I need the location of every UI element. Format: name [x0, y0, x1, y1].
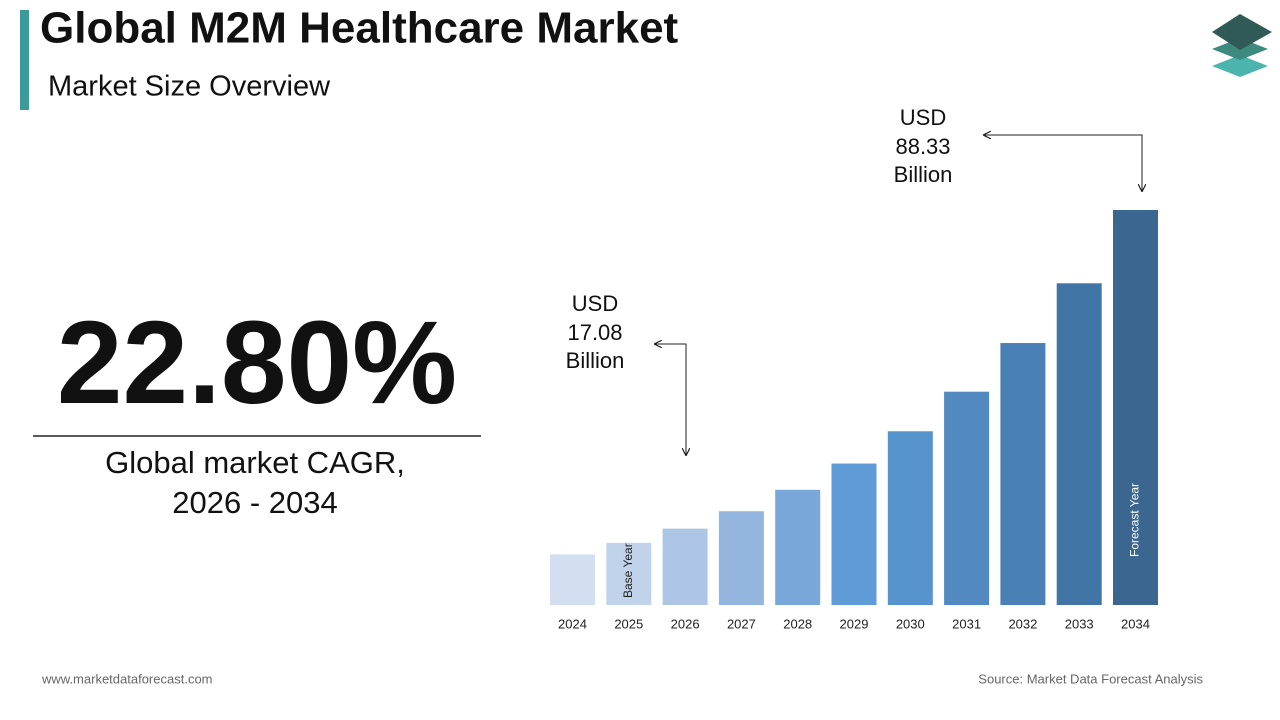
- annotation: USD: [572, 291, 618, 316]
- footer-left: www.marketdataforecast.com: [41, 671, 213, 686]
- bar: [1056, 283, 1102, 605]
- bar: [662, 528, 708, 605]
- bar: [831, 463, 877, 605]
- x-tick-label: 2025: [614, 616, 643, 631]
- x-tick-label: 2029: [840, 616, 869, 631]
- bar: [887, 431, 933, 605]
- annotation: USD: [900, 105, 946, 130]
- x-tick-label: 2033: [1065, 616, 1094, 631]
- bar: [1000, 343, 1046, 605]
- x-tick-label: 2030: [896, 616, 925, 631]
- cagr-value: 22.80%: [57, 297, 457, 429]
- annotation-value: 88.33: [895, 134, 950, 159]
- x-tick-label: 2031: [952, 616, 981, 631]
- bar-note: Base Year: [621, 543, 635, 598]
- subtitle: Market Size Overview: [48, 71, 331, 103]
- x-tick-label: 2034: [1121, 616, 1150, 631]
- bar: [606, 542, 652, 605]
- bar: [1113, 210, 1158, 605]
- accent-bar: [20, 10, 29, 110]
- bar-note: Forecast Year: [1128, 483, 1142, 557]
- bar: [718, 511, 764, 605]
- annotation: Billion: [894, 162, 953, 187]
- x-tick-label: 2027: [727, 616, 756, 631]
- annotation-value: 17.08: [567, 320, 622, 345]
- bar: [944, 391, 990, 605]
- cagr-caption: 2026 - 2034: [172, 485, 337, 520]
- title: Global M2M Healthcare Market: [40, 4, 679, 53]
- bar: [775, 489, 821, 605]
- x-tick-label: 2026: [671, 616, 700, 631]
- x-tick-label: 2024: [558, 616, 587, 631]
- x-tick-label: 2032: [1008, 616, 1037, 631]
- annotation: Billion: [566, 348, 625, 373]
- arrow: [655, 344, 686, 455]
- x-tick-label: 2028: [783, 616, 812, 631]
- logo: [1212, 14, 1272, 77]
- cagr-caption: Global market CAGR,: [105, 445, 405, 480]
- bar: [550, 554, 595, 605]
- arrow: [984, 135, 1142, 191]
- footer-right: Source: Market Data Forecast Analysis: [978, 671, 1203, 686]
